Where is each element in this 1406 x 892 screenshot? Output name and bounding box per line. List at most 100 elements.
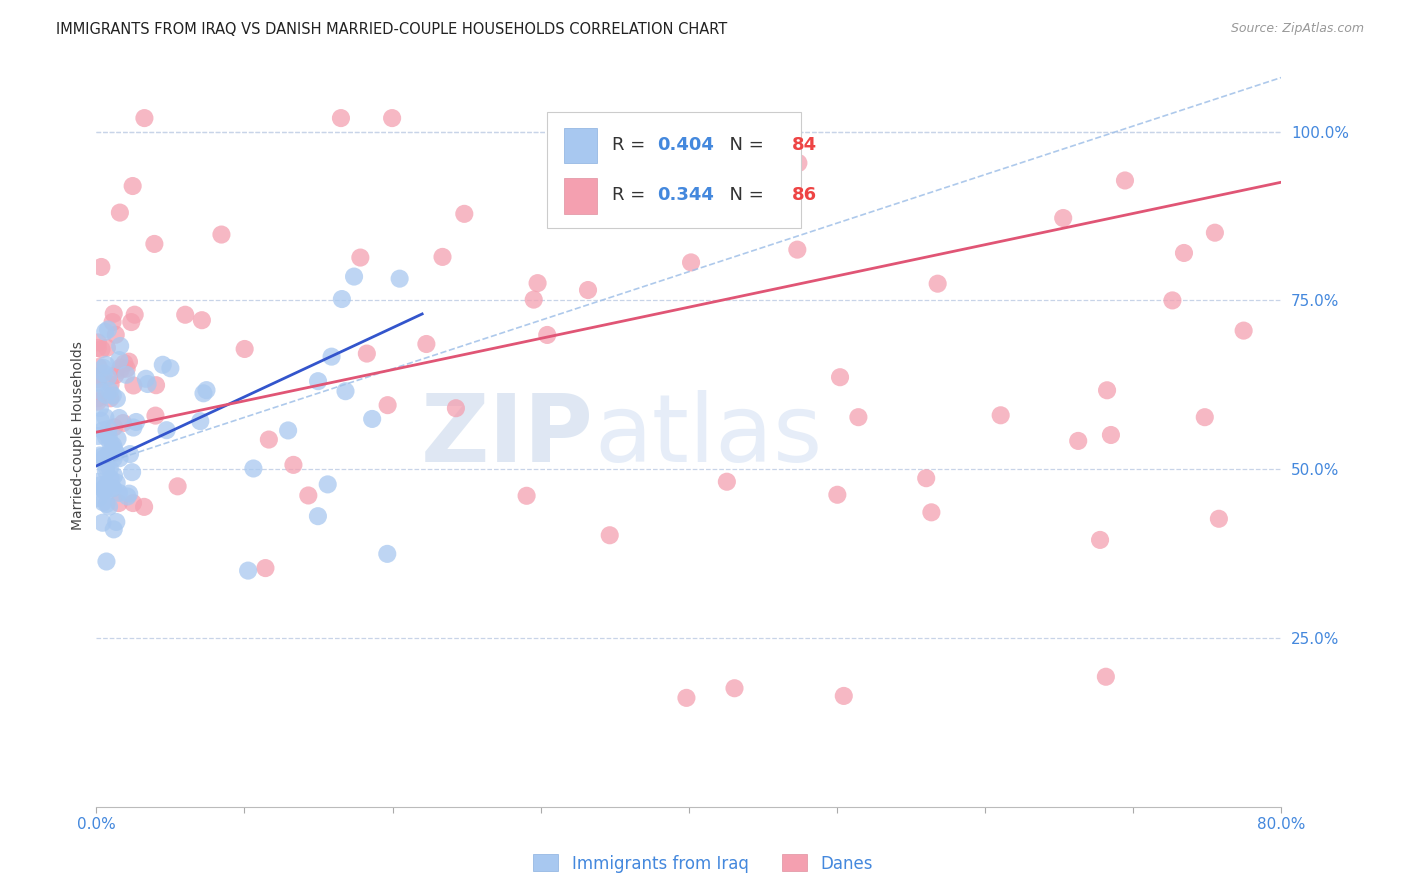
Point [91,482,114,496]
Point [1173,246,1195,260]
Point [101,388,124,402]
Point [96,341,118,355]
Legend: Immigrants from Iraq, Danes: Immigrants from Iraq, Danes [527,847,879,880]
Point [107,432,129,446]
Text: 0.404: 0.404 [657,136,714,153]
Point [96,478,118,492]
Point [132,500,155,514]
Point [87,394,110,409]
FancyBboxPatch shape [564,128,598,163]
Point [516,489,538,503]
Point [526,276,548,290]
Point [257,433,280,447]
Point [87,372,110,386]
Point [381,111,404,125]
Point [104,327,127,342]
Point [91,360,114,375]
Point [681,255,703,269]
Text: N =: N = [718,136,770,153]
Point [110,360,132,375]
Point [920,505,942,519]
Point [103,420,125,434]
Point [90,478,112,492]
Point [101,315,124,329]
Point [121,179,143,194]
Point [536,328,558,343]
Point [98,384,121,398]
Point [828,370,851,384]
Point [335,384,357,399]
Point [93,483,115,498]
Point [1161,293,1184,308]
Point [136,376,159,391]
Point [195,383,218,397]
Point [297,488,319,502]
Point [96,555,118,569]
Point [108,485,131,500]
Point [101,481,124,495]
Point [356,346,378,360]
Point [1067,434,1090,448]
Point [89,401,111,415]
Point [98,461,121,475]
Point [832,689,855,703]
Point [90,343,112,357]
Point [103,442,125,457]
Point [91,516,114,530]
Point [135,372,157,386]
Point [87,491,110,506]
Point [848,410,870,425]
Point [118,447,141,461]
Point [103,451,125,466]
Text: 0.344: 0.344 [657,186,714,204]
Text: 86: 86 [792,186,817,204]
Point [254,561,277,575]
Point [94,430,117,444]
Point [361,412,384,426]
Point [91,424,114,438]
Point [330,292,353,306]
Point [990,409,1012,423]
Point [787,156,810,170]
Point [107,496,129,510]
Point [1088,533,1111,547]
Point [117,490,139,504]
Point [277,424,299,438]
Point [120,315,142,329]
Point [108,339,131,353]
Point [97,322,120,336]
Text: R =: R = [612,186,651,204]
Point [152,358,174,372]
Text: R =: R = [612,136,651,153]
Point [242,461,264,475]
Point [114,356,136,370]
Point [87,376,110,390]
Point [87,360,110,375]
Text: atlas: atlas [593,390,823,482]
Point [145,378,167,392]
Point [91,495,114,509]
Point [97,370,120,384]
Point [145,409,167,423]
Point [453,207,475,221]
Point [716,475,738,489]
Point [236,564,259,578]
Point [233,342,256,356]
Point [675,690,697,705]
Point [96,388,118,402]
Point [1095,384,1118,398]
Point [93,367,115,381]
Point [103,438,125,452]
Point [105,515,128,529]
Point [98,446,121,460]
Point [94,358,117,372]
Point [105,475,128,490]
Point [94,410,117,425]
Point [375,547,398,561]
FancyBboxPatch shape [564,178,598,214]
Point [927,277,949,291]
Point [134,111,156,125]
Point [166,479,188,493]
Point [108,451,131,466]
Point [100,472,122,486]
